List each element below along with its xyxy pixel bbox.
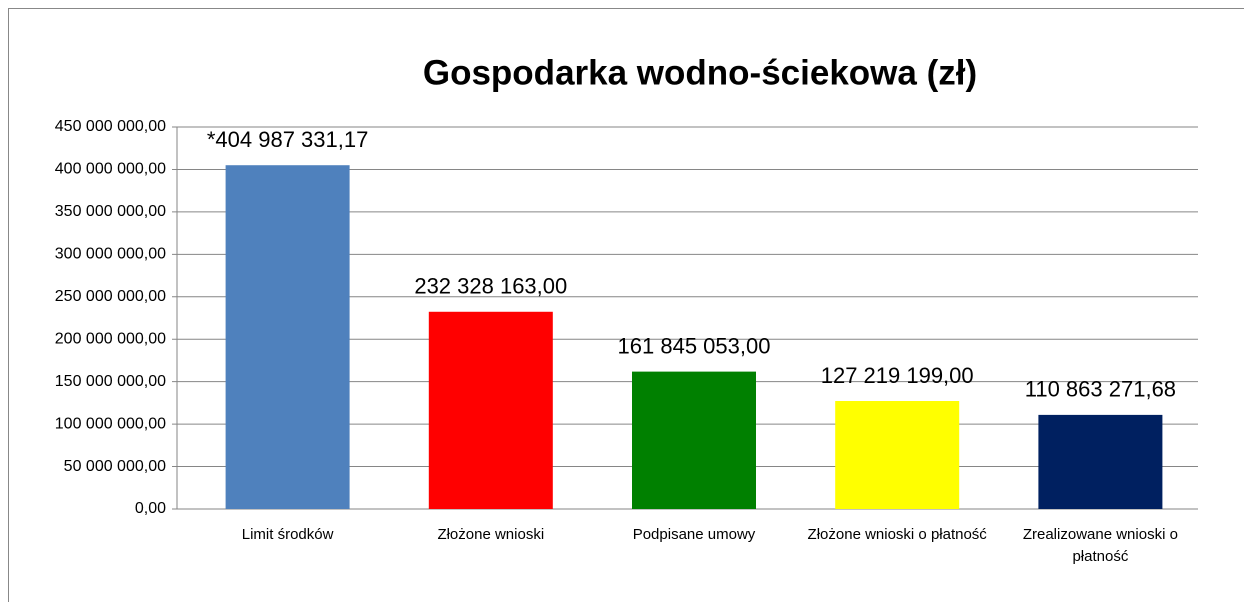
- y-tick-label: 250 000 000,00: [55, 288, 166, 305]
- x-tick-label: Podpisane umowy: [632, 526, 756, 543]
- y-tick-label: 400 000 000,00: [55, 161, 166, 178]
- y-tick-label: 50 000 000,00: [64, 458, 166, 475]
- y-tick-label: 300 000 000,00: [55, 246, 166, 263]
- x-tick-label: Zrealizowane wnioski o płatność: [1022, 526, 1178, 565]
- value-label: 232 328 163,00: [414, 274, 567, 299]
- bar: [225, 165, 350, 509]
- chart-frame: [8, 8, 1244, 602]
- bar: [1038, 414, 1163, 509]
- y-tick-label: 150 000 000,00: [55, 373, 166, 390]
- value-label: 110 863 271,68: [1025, 377, 1176, 402]
- bar: [428, 311, 553, 509]
- y-tick-label: 100 000 000,00: [55, 415, 166, 432]
- chart-title: Gospodarka wodno-ściekowa (zł): [423, 53, 977, 92]
- value-label: 161 845 053,00: [618, 333, 771, 358]
- y-tick-label: 0,00: [135, 500, 166, 517]
- y-tick-label: 450 000 000,00: [55, 118, 166, 135]
- x-tick-label: Złożone wnioski o płatność: [807, 526, 987, 543]
- value-label: 127 219 199,00: [821, 363, 974, 388]
- value-label: *404 987 331,17: [207, 127, 369, 152]
- x-tick-label: Limit środków: [241, 526, 334, 543]
- y-tick-label: 350 000 000,00: [55, 203, 166, 220]
- bar: [632, 371, 756, 509]
- y-tick-label: 200 000 000,00: [55, 330, 166, 347]
- x-tick-label: Złożone wnioski: [437, 526, 545, 543]
- bar: [835, 401, 960, 509]
